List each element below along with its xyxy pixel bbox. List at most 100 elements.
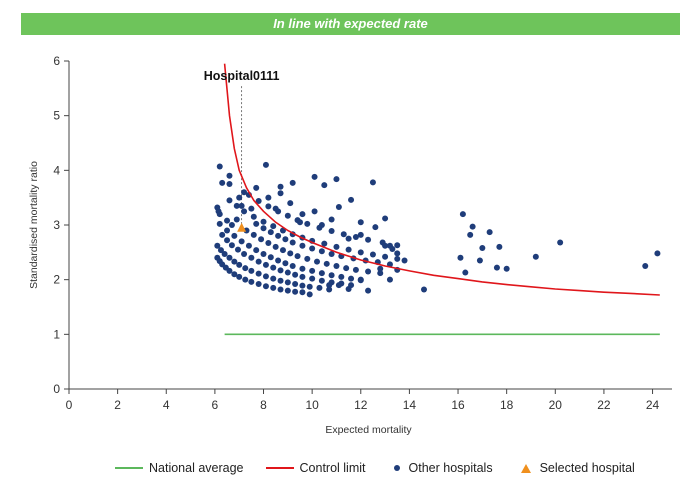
- other-hospital-point: [221, 250, 228, 257]
- other-hospital-point: [369, 251, 376, 258]
- x-tick-label: 24: [646, 398, 660, 412]
- other-hospital-point: [323, 260, 330, 267]
- other-hospital-point: [275, 257, 282, 264]
- other-hospital-point: [469, 223, 476, 230]
- other-hospital-point: [217, 247, 224, 254]
- other-hospital-point: [493, 264, 500, 271]
- other-hospital-point: [318, 270, 325, 277]
- other-hospital-point: [275, 232, 282, 239]
- other-hospital-point: [270, 223, 277, 230]
- other-hospital-point: [277, 183, 284, 190]
- other-hospital-point: [486, 229, 493, 236]
- other-hospital-point: [260, 218, 267, 225]
- other-hospital-point: [292, 271, 299, 278]
- legend-swatch-control-limit: [265, 467, 294, 469]
- other-hospital-point: [306, 283, 313, 290]
- other-hospital-point: [503, 265, 510, 272]
- x-tick-label: 20: [549, 398, 563, 412]
- other-hospital-point: [306, 291, 313, 298]
- other-hospital-point: [328, 228, 335, 235]
- other-hospital-point: [226, 197, 233, 204]
- legend-label: Selected hospital: [539, 461, 635, 475]
- other-hospital-point: [369, 179, 376, 186]
- other-hospital-point: [318, 277, 325, 284]
- other-hospital-point: [289, 179, 296, 186]
- other-hospital-point: [394, 250, 401, 257]
- other-hospital-point: [248, 267, 255, 274]
- other-hospital-point: [265, 194, 272, 201]
- other-hospital-point: [352, 234, 359, 241]
- other-hospital-point: [326, 282, 333, 289]
- other-hospital-point: [348, 275, 355, 282]
- other-hospital-point: [260, 225, 267, 232]
- other-hospital-point: [345, 235, 352, 242]
- other-hospital-point: [272, 243, 279, 250]
- legend-swatch-selected-hospital: [520, 463, 531, 473]
- other-hospital-point: [377, 265, 384, 272]
- y-tick-label: 0: [53, 382, 60, 396]
- other-hospital-point: [299, 242, 306, 249]
- x-tick-label: 12: [354, 398, 368, 412]
- other-hospital-point: [277, 277, 284, 284]
- legend-swatch-other-hospitals: [393, 465, 400, 471]
- other-hospital-point: [352, 266, 359, 273]
- other-hospital-point: [236, 194, 243, 201]
- other-hospital-point: [309, 245, 316, 252]
- other-hospital-point: [270, 264, 277, 271]
- other-hospital-point: [231, 271, 238, 278]
- y-tick-label: 2: [53, 273, 60, 287]
- other-hospital-point: [253, 184, 260, 191]
- legend-item-other-hospitals: Other hospitals: [388, 461, 493, 475]
- other-hospital-point: [282, 260, 289, 267]
- other-hospital-point: [299, 273, 306, 280]
- other-hospital-point: [224, 227, 231, 234]
- other-hospital-point: [357, 276, 364, 283]
- other-hospital-point: [245, 242, 252, 249]
- other-hospital-point: [262, 283, 269, 290]
- other-hospital-point: [311, 173, 318, 180]
- other-hospital-point: [318, 222, 325, 228]
- other-hospital-point: [248, 254, 255, 261]
- other-hospital-point: [226, 172, 233, 179]
- other-hospital-point: [328, 250, 335, 257]
- other-hospital-point: [219, 231, 226, 238]
- legend-item-selected-hospital: Selected hospital: [515, 461, 635, 475]
- other-hospital-point: [253, 247, 260, 254]
- other-hospital-point: [262, 261, 269, 268]
- other-hospital-point: [654, 250, 661, 257]
- other-hospital-point: [279, 247, 286, 254]
- other-hospital-point: [357, 219, 364, 226]
- other-hospital-point: [365, 287, 372, 294]
- other-hospital-point: [642, 263, 649, 269]
- other-hospital-point: [314, 258, 321, 265]
- other-hospital-point: [467, 231, 474, 238]
- other-hospital-point: [343, 265, 350, 272]
- x-tick-label: 6: [212, 398, 219, 412]
- other-hospital-point: [318, 248, 325, 255]
- other-hospital-point: [265, 240, 272, 247]
- other-hospital-point: [216, 211, 223, 218]
- other-hospital-point: [386, 276, 393, 283]
- other-hospital-point: [496, 243, 503, 250]
- other-hospital-point: [459, 211, 466, 218]
- other-hospital-point: [287, 250, 294, 257]
- other-hospital-point: [335, 203, 342, 210]
- other-hospital-point: [316, 284, 323, 291]
- other-hospital-point: [377, 270, 384, 277]
- other-hospital-point: [233, 216, 240, 223]
- other-hospital-point: [333, 243, 340, 250]
- other-hospital-point: [335, 282, 342, 289]
- other-hospital-point: [292, 288, 299, 295]
- x-tick-label: 0: [66, 398, 73, 412]
- other-hospital-point: [365, 236, 372, 243]
- other-hospital-point: [228, 222, 235, 228]
- other-hospital-point: [389, 246, 396, 253]
- legend-label: Other hospitals: [408, 461, 493, 475]
- x-tick-label: 8: [260, 398, 267, 412]
- control-limit-line: [223, 63, 660, 296]
- other-hospital-point: [457, 254, 464, 261]
- other-hospital-point: [248, 278, 255, 285]
- y-axis-title: Standardised mortality ratio: [28, 161, 40, 289]
- other-hospital-point: [348, 196, 355, 203]
- other-hospital-point: [345, 285, 352, 292]
